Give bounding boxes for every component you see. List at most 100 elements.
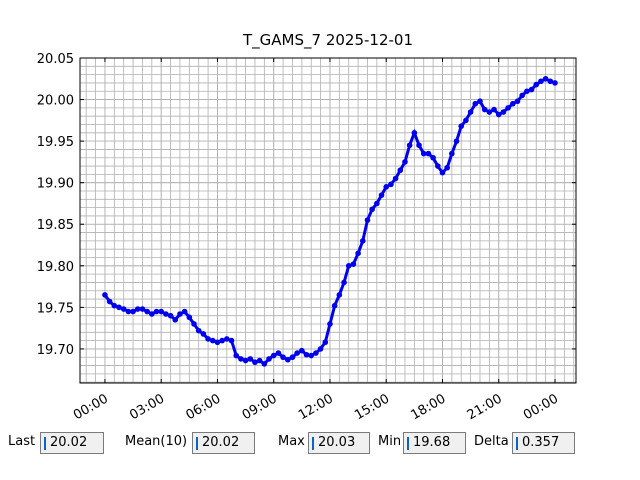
data-point xyxy=(242,357,249,364)
x-tick-label: 00:00 xyxy=(71,391,111,423)
data-point xyxy=(219,337,225,344)
data-point xyxy=(224,336,230,342)
data-point xyxy=(313,350,319,356)
data-point xyxy=(247,356,254,362)
data-point xyxy=(510,100,516,107)
stat-label: Min xyxy=(378,434,402,449)
data-point xyxy=(481,106,488,113)
data-point xyxy=(299,347,305,354)
data-point xyxy=(125,308,132,315)
y-tick-label: 19.85 xyxy=(37,218,74,233)
data-point xyxy=(472,100,479,107)
data-point xyxy=(102,292,108,298)
x-tick-label: 06:00 xyxy=(184,391,224,423)
stat-label: Max xyxy=(278,434,305,449)
x-tick-label: 00:00 xyxy=(521,391,561,423)
data-point xyxy=(411,130,418,136)
data-point xyxy=(284,356,291,363)
data-point xyxy=(134,306,141,312)
data-point xyxy=(453,138,460,144)
data-point xyxy=(524,88,530,95)
data-point xyxy=(416,142,422,149)
data-point xyxy=(388,181,394,188)
data-point xyxy=(477,98,483,105)
data-point xyxy=(163,311,169,317)
data-point xyxy=(519,92,525,99)
data-point xyxy=(434,163,441,169)
stat-field[interactable]: 20.02 xyxy=(40,432,104,454)
y-tick-label: 19.75 xyxy=(37,301,74,316)
stat-field[interactable]: 20.02 xyxy=(192,432,255,454)
data-point xyxy=(111,302,118,309)
data-point xyxy=(402,159,408,165)
y-tick-label: 19.95 xyxy=(37,135,74,150)
data-point xyxy=(552,80,558,86)
data-point xyxy=(167,312,174,319)
data-point xyxy=(547,78,554,85)
data-point xyxy=(439,169,446,176)
x-tick-label: 21:00 xyxy=(465,391,505,423)
data-point xyxy=(449,150,455,157)
stat-field[interactable]: 19.68 xyxy=(403,432,466,454)
stat-label: Last xyxy=(8,434,36,449)
data-point xyxy=(205,336,211,342)
data-point xyxy=(542,75,549,82)
data-point xyxy=(397,167,404,174)
data-point xyxy=(228,337,235,344)
data-point xyxy=(467,109,474,115)
data-point xyxy=(149,311,155,317)
data-point xyxy=(256,357,263,364)
data-point xyxy=(139,306,146,312)
data-point xyxy=(200,331,207,337)
data-point xyxy=(106,298,113,305)
data-point xyxy=(322,339,329,346)
data-point xyxy=(458,123,465,129)
chart-title: T_GAMS_7 2025-12-01 xyxy=(242,31,413,50)
data-point xyxy=(514,98,521,105)
data-point xyxy=(158,308,164,315)
data-point xyxy=(420,150,427,157)
x-tick-label: 15:00 xyxy=(352,391,392,423)
x-tick-label: 12:00 xyxy=(296,391,336,423)
x-tick-label: 03:00 xyxy=(127,391,167,423)
data-point xyxy=(364,217,371,223)
data-point xyxy=(186,314,193,321)
data-point xyxy=(153,308,160,315)
data-point xyxy=(425,150,432,157)
stat-field[interactable]: 0.357 xyxy=(512,432,575,454)
data-point xyxy=(495,111,502,118)
y-tick-label: 20.00 xyxy=(37,94,74,109)
stat-label: Delta xyxy=(474,434,509,449)
data-point xyxy=(355,250,361,257)
data-point xyxy=(406,142,413,149)
data-point xyxy=(486,109,493,115)
data-point xyxy=(505,105,511,111)
data-point xyxy=(130,308,136,315)
data-point xyxy=(116,304,122,311)
data-point xyxy=(345,263,352,269)
data-point xyxy=(336,292,343,298)
data-point xyxy=(261,361,268,367)
x-tick-label: 18:00 xyxy=(409,391,449,423)
data-point xyxy=(359,238,366,244)
data-point xyxy=(209,337,216,344)
data-point xyxy=(491,106,497,113)
data-point xyxy=(177,311,183,317)
data-point xyxy=(238,356,244,362)
data-point xyxy=(430,154,436,161)
data-point xyxy=(280,354,286,361)
plot-frame xyxy=(79,57,577,384)
data-point xyxy=(181,308,188,315)
data-point xyxy=(172,317,179,323)
data-point xyxy=(214,339,221,346)
data-point xyxy=(144,308,150,315)
data-point xyxy=(378,192,385,198)
data-point xyxy=(350,261,357,267)
stat-field[interactable]: 20.03 xyxy=(308,432,370,454)
data-point xyxy=(533,81,540,88)
stat-label: Mean(10) xyxy=(125,434,188,449)
data-point xyxy=(341,279,347,286)
data-point xyxy=(538,78,544,85)
